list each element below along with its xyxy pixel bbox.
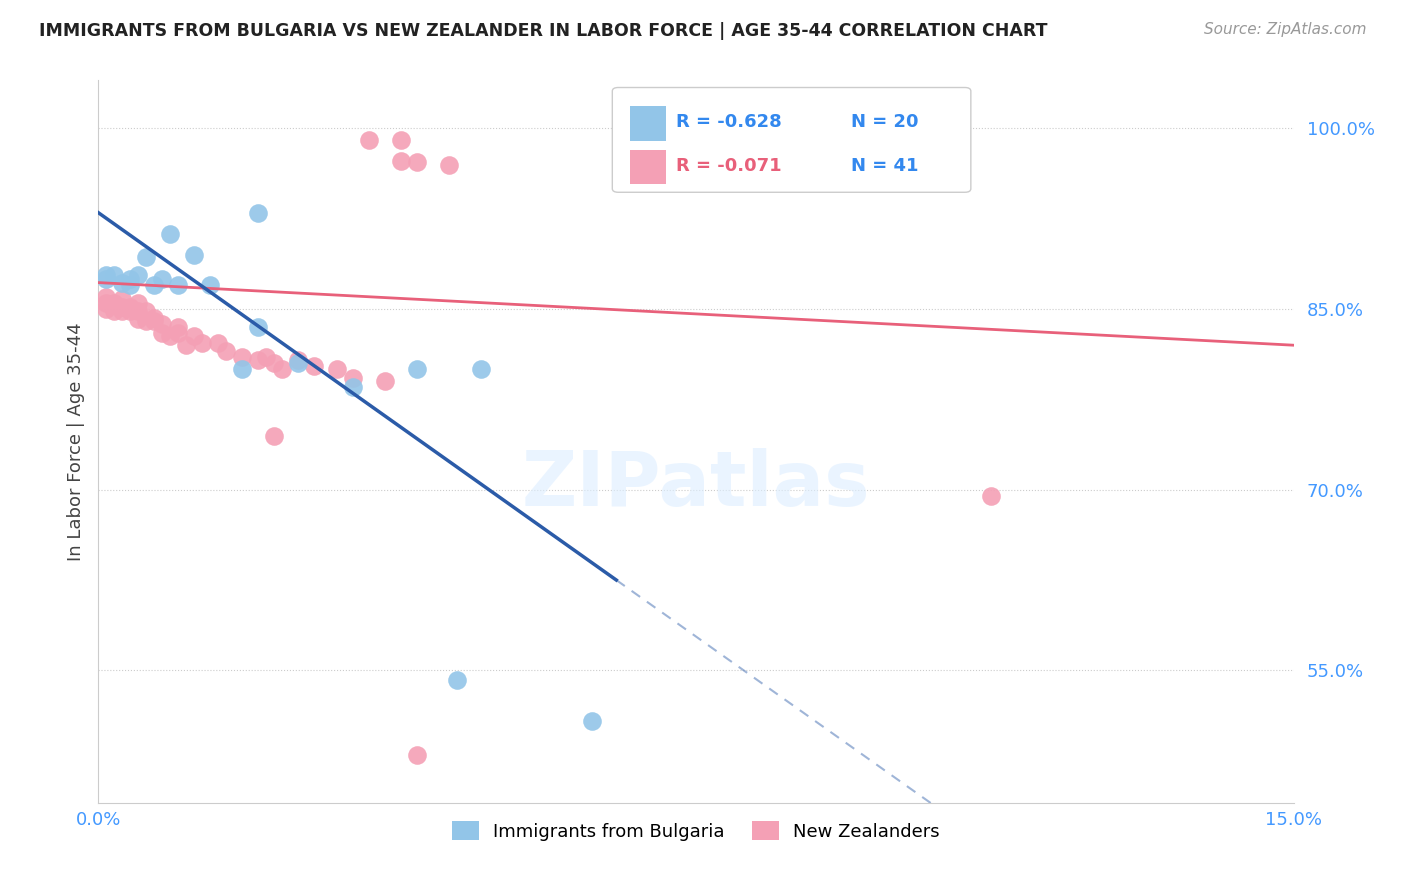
Point bbox=[150, 317, 173, 331]
FancyBboxPatch shape bbox=[613, 87, 972, 193]
Point bbox=[406, 747, 429, 762]
Point bbox=[246, 352, 269, 367]
Point bbox=[263, 356, 285, 370]
Text: Source: ZipAtlas.com: Source: ZipAtlas.com bbox=[1204, 22, 1367, 37]
Point bbox=[437, 158, 460, 172]
Point bbox=[135, 314, 157, 328]
Point bbox=[96, 272, 118, 286]
Point bbox=[159, 227, 181, 242]
Point bbox=[96, 290, 118, 304]
Point bbox=[120, 304, 142, 318]
Point bbox=[446, 673, 468, 687]
Point bbox=[120, 272, 142, 286]
Point bbox=[359, 133, 381, 147]
Point bbox=[167, 278, 190, 293]
Y-axis label: In Labor Force | Age 35-44: In Labor Force | Age 35-44 bbox=[66, 322, 84, 561]
Point bbox=[127, 268, 149, 283]
Point bbox=[103, 304, 125, 318]
Point bbox=[581, 714, 603, 728]
Point bbox=[150, 326, 173, 341]
Point bbox=[120, 278, 142, 293]
Point bbox=[96, 296, 118, 310]
Text: N = 20: N = 20 bbox=[852, 113, 920, 131]
Bar bbox=[630, 106, 666, 141]
Point bbox=[111, 300, 134, 314]
Point bbox=[96, 301, 118, 317]
Point bbox=[270, 362, 292, 376]
Point bbox=[287, 356, 309, 370]
Point bbox=[326, 362, 349, 376]
Point bbox=[127, 311, 149, 326]
Point bbox=[198, 278, 221, 293]
Point bbox=[207, 335, 229, 350]
Point bbox=[470, 362, 492, 376]
Point bbox=[342, 380, 364, 394]
Point bbox=[287, 352, 309, 367]
Point bbox=[183, 248, 205, 262]
Text: R = -0.071: R = -0.071 bbox=[676, 156, 782, 175]
Point bbox=[167, 326, 190, 341]
Text: R = -0.628: R = -0.628 bbox=[676, 113, 782, 131]
Point bbox=[127, 296, 149, 310]
Point bbox=[389, 153, 412, 168]
Point bbox=[980, 489, 1002, 503]
Point bbox=[406, 362, 429, 376]
Point bbox=[111, 304, 134, 318]
Legend: Immigrants from Bulgaria, New Zealanders: Immigrants from Bulgaria, New Zealanders bbox=[444, 814, 948, 848]
Point bbox=[231, 362, 253, 376]
Point bbox=[231, 350, 253, 364]
Point bbox=[159, 328, 181, 343]
Point bbox=[246, 320, 269, 334]
Point bbox=[111, 276, 134, 290]
Point bbox=[389, 133, 412, 147]
Point bbox=[127, 304, 149, 318]
Point bbox=[135, 250, 157, 264]
Point bbox=[167, 320, 190, 334]
Point bbox=[111, 293, 134, 307]
Text: N = 41: N = 41 bbox=[852, 156, 920, 175]
Point bbox=[143, 314, 166, 328]
Text: IMMIGRANTS FROM BULGARIA VS NEW ZEALANDER IN LABOR FORCE | AGE 35-44 CORRELATION: IMMIGRANTS FROM BULGARIA VS NEW ZEALANDE… bbox=[39, 22, 1047, 40]
Point bbox=[103, 296, 125, 310]
Point bbox=[246, 205, 269, 219]
Point bbox=[215, 344, 238, 359]
Point bbox=[254, 350, 277, 364]
Point bbox=[263, 428, 285, 442]
Point bbox=[174, 338, 197, 352]
Point bbox=[191, 335, 214, 350]
Point bbox=[374, 375, 396, 389]
Point bbox=[183, 328, 205, 343]
Text: ZIPatlas: ZIPatlas bbox=[522, 448, 870, 522]
Point bbox=[143, 278, 166, 293]
Point bbox=[103, 268, 125, 283]
Bar bbox=[630, 150, 666, 185]
Point bbox=[342, 370, 364, 384]
Point bbox=[150, 272, 173, 286]
Point bbox=[143, 310, 166, 325]
Point bbox=[302, 359, 325, 373]
Point bbox=[135, 304, 157, 318]
Point bbox=[120, 300, 142, 314]
Point bbox=[96, 268, 118, 283]
Point bbox=[406, 155, 429, 169]
